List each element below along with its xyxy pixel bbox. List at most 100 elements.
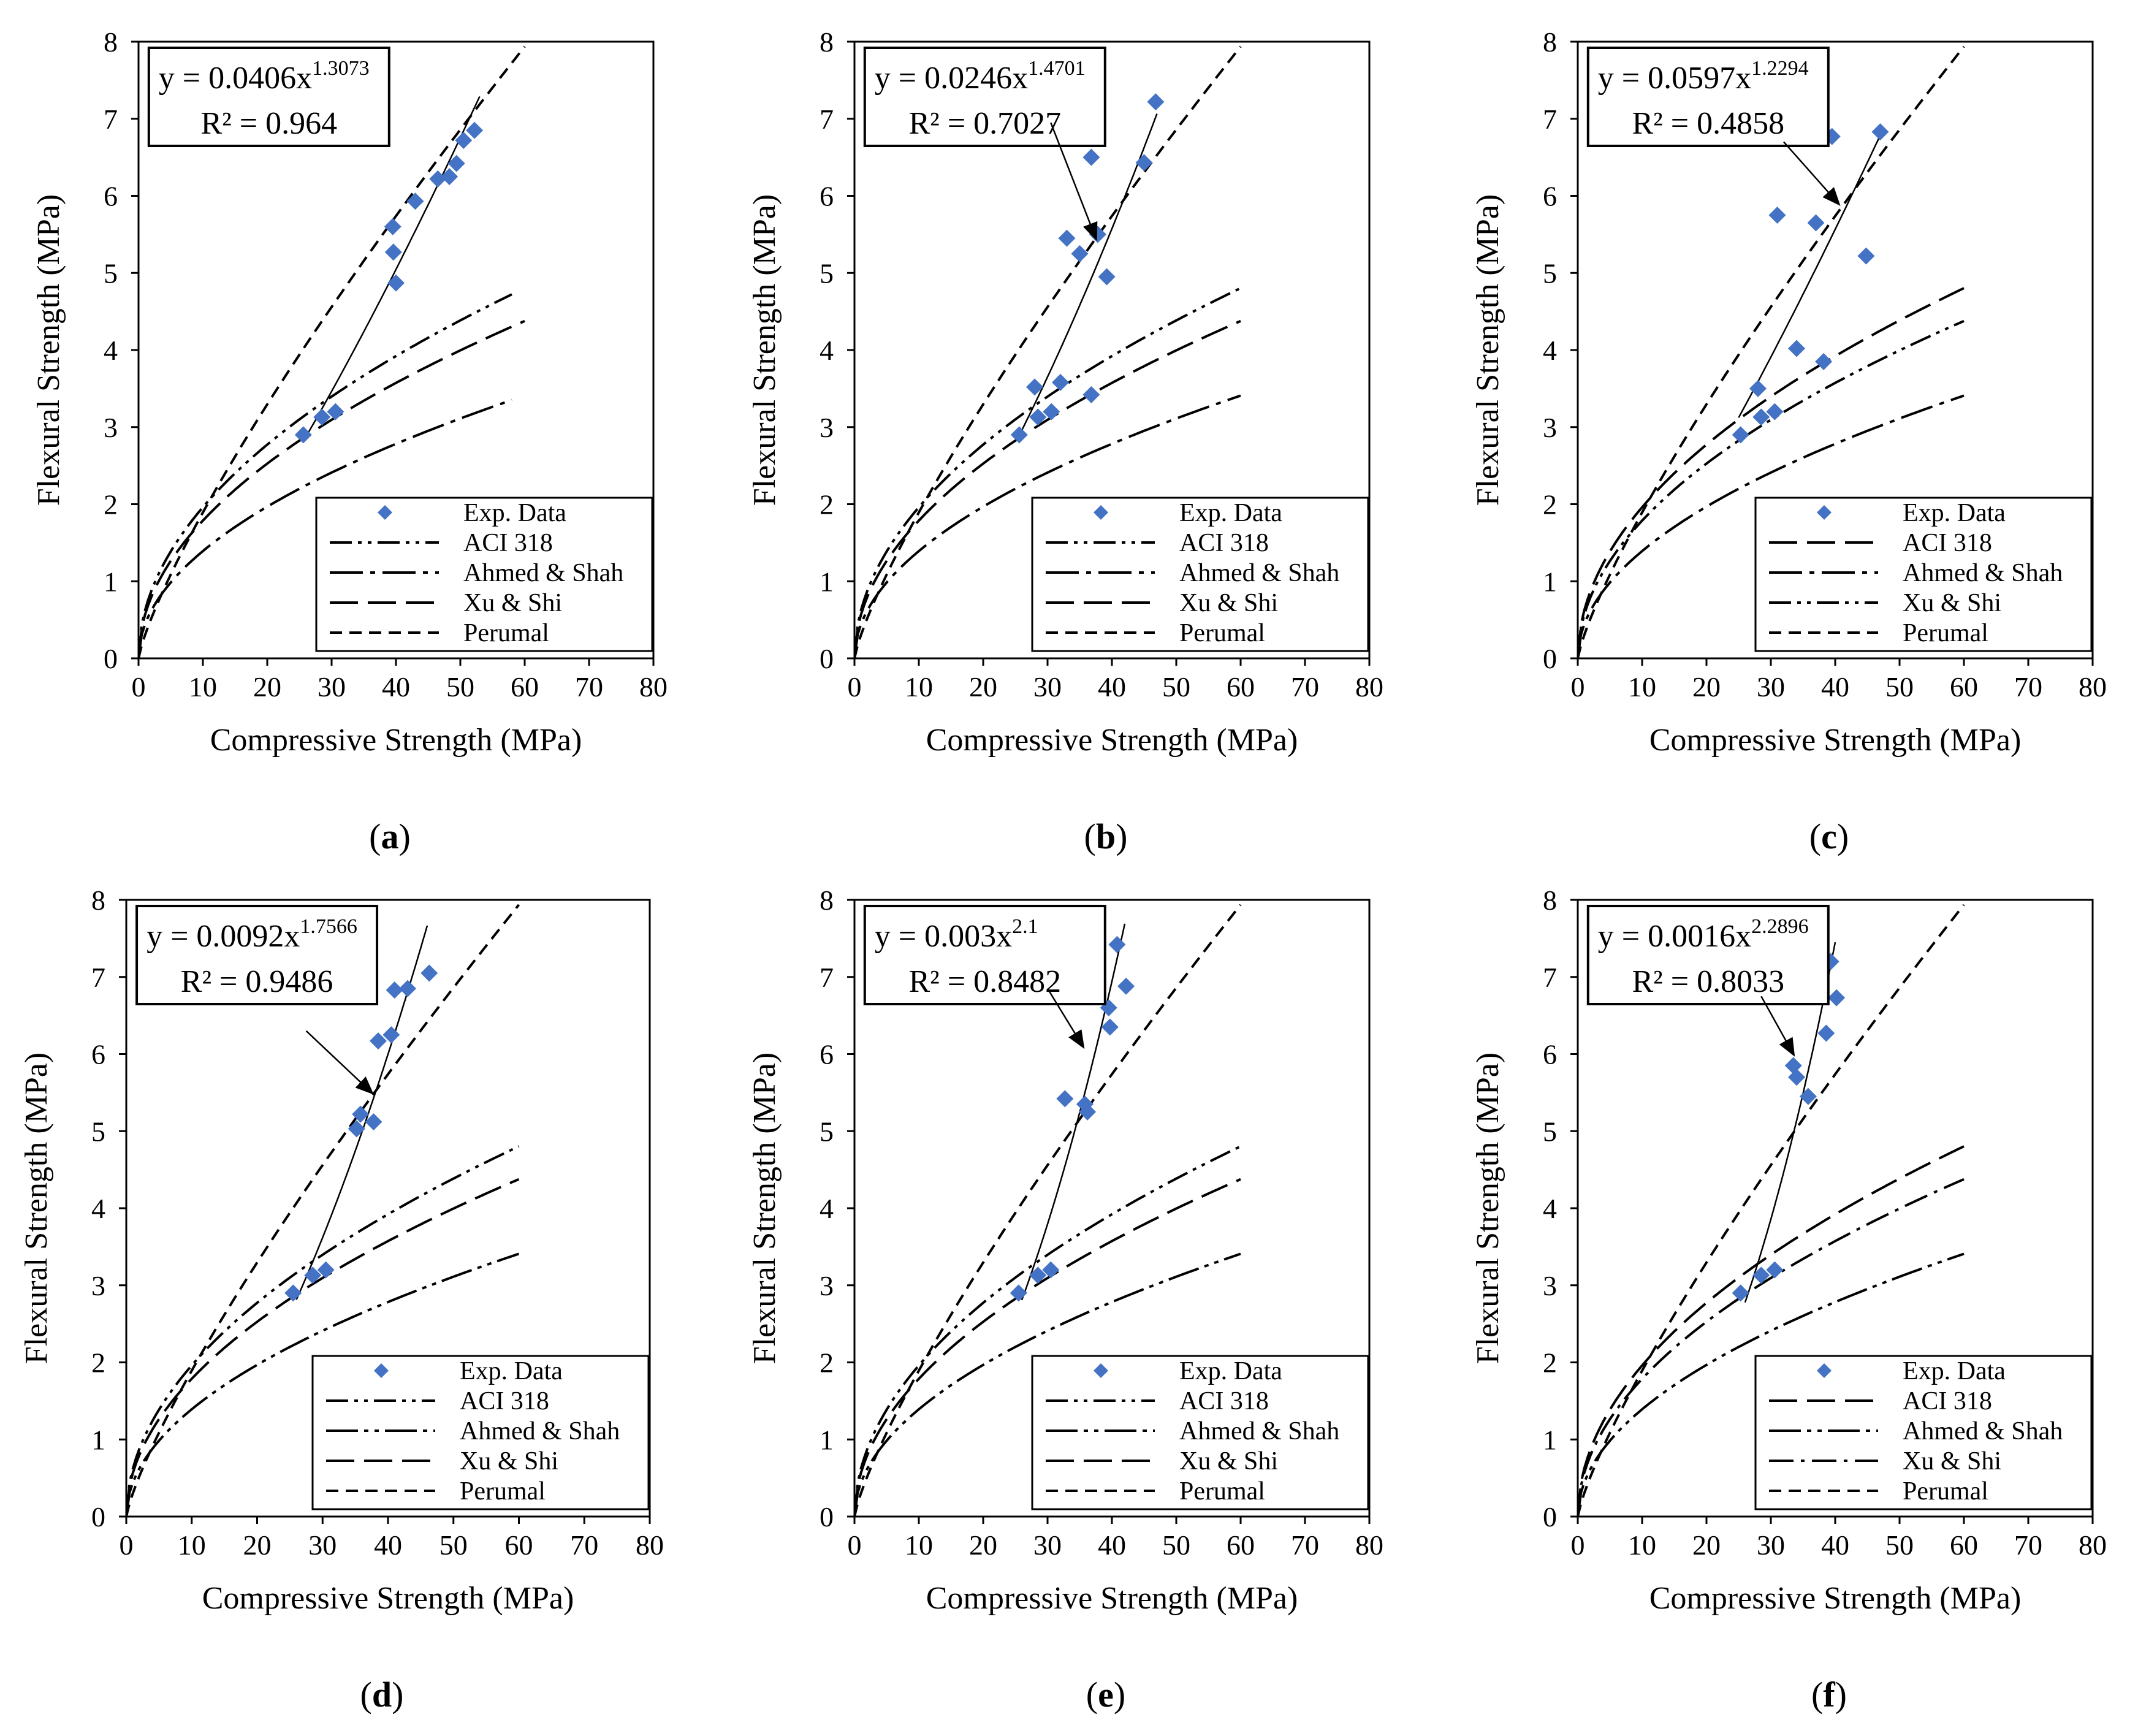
panel-e: 0 10 20 30 40 50 60 70 80 0 1 2 3 4 5 6 7 8 Compressive St… (747, 885, 1383, 1715)
x-tick-label: 40 (1821, 671, 1849, 702)
data-point (1732, 426, 1749, 444)
data-point (1817, 1024, 1835, 1042)
legend-label: Perumal (1179, 1477, 1265, 1506)
y-tick-label: 6 (1543, 181, 1557, 212)
x-axis-title: Compressive Strength (MPa) (1649, 723, 2022, 758)
legend-label: Ahmed & Shah (1903, 1417, 2063, 1445)
data-point (1766, 1261, 1784, 1279)
x-tick-label: 20 (243, 1529, 272, 1561)
legend-label: Exp. Data (1179, 1357, 1282, 1385)
y-tick-label: 0 (104, 643, 118, 674)
x-tick-label: 30 (1757, 1529, 1785, 1561)
y-tick-label: 3 (104, 412, 118, 443)
data-point (1828, 989, 1846, 1007)
panel-label: (f) (1811, 1675, 1847, 1715)
data-point (455, 131, 473, 149)
y-tick-label: 3 (820, 1270, 834, 1301)
model-curve-aci-318 (139, 293, 512, 658)
x-tick-label: 70 (1291, 1529, 1319, 1561)
legend-marker (1094, 505, 1108, 520)
power-fit-line (1021, 923, 1126, 1301)
x-tick-label: 10 (1628, 671, 1656, 702)
power-fit-line (295, 925, 428, 1300)
x-axis-title: Compressive Strength (MPa) (1649, 1581, 2022, 1616)
model-curve-ahmed-shah (139, 398, 512, 658)
y-tick-label: 1 (820, 1424, 834, 1455)
y-axis-title: Flexural Strength (MPa) (747, 194, 782, 506)
legend-label: ACI 318 (1903, 1387, 1992, 1415)
y-tick-label: 7 (1543, 962, 1557, 993)
y-tick-label: 0 (1543, 643, 1557, 674)
y-tick-label: 7 (820, 962, 834, 993)
data-point (284, 1284, 302, 1302)
data-point (1117, 977, 1135, 995)
legend-label: Perumal (460, 1477, 546, 1506)
x-tick-label: 30 (318, 671, 346, 702)
x-tick-label: 80 (1355, 671, 1383, 702)
y-tick-label: 4 (91, 1193, 105, 1224)
y-tick-label: 4 (820, 335, 834, 366)
data-point (1052, 373, 1069, 391)
y-tick-label: 8 (1543, 26, 1557, 58)
legend-label: Ahmed & Shah (463, 559, 623, 587)
y-tick-label: 1 (104, 566, 118, 597)
equation-frame (135, 905, 379, 1005)
equation-box: y = 0.0597x1.2294 R² = 0.4858 (1586, 47, 1830, 147)
legend-frame (1754, 497, 2093, 652)
r-squared: R² = 0.9486 (181, 964, 333, 999)
y-tick-label: 8 (91, 885, 105, 916)
r-squared: R² = 0.964 (200, 106, 337, 141)
x-axis-title: Compressive Strength (MPa) (210, 723, 582, 758)
model-curve-perumal (139, 45, 526, 658)
data-point (399, 980, 417, 997)
model-curve-xu-shi (854, 1178, 1241, 1517)
y-tick-label: 8 (820, 885, 834, 916)
panel-label: (c) (1809, 817, 1849, 856)
model-curve-ahmed-shah (1578, 1252, 1965, 1517)
data-point (304, 1266, 322, 1284)
x-tick-label: 30 (1033, 671, 1062, 702)
model-curve-perumal (854, 904, 1242, 1517)
y-axis-title: Flexural Strength (MPa) (19, 1053, 54, 1364)
y-tick-label: 8 (820, 26, 834, 58)
y-tick-label: 6 (91, 1039, 105, 1070)
legend-marker (1817, 505, 1832, 520)
panel-label: (a) (369, 817, 411, 856)
data-point (1042, 1261, 1060, 1279)
model-curve-perumal (126, 904, 520, 1517)
data-point (382, 1026, 400, 1044)
experimental-points (1010, 93, 1165, 444)
x-axis-title: Compressive Strength (MPa) (926, 723, 1298, 758)
panel-b: 0 10 20 30 40 50 60 70 80 0 1 2 3 4 5 6 7 8 Compressive St… (747, 26, 1383, 856)
x-tick-label: 80 (2079, 671, 2107, 702)
data-point (1010, 426, 1028, 444)
legend-frame (1754, 1355, 2093, 1510)
x-tick-label: 10 (189, 671, 217, 702)
data-point (1082, 148, 1100, 166)
model-curve-aci-318 (854, 287, 1241, 658)
y-tick-label: 0 (91, 1501, 105, 1532)
x-tick-label: 60 (505, 1529, 533, 1561)
model-curve-ahmed-shah (126, 1252, 520, 1517)
data-point (1732, 1284, 1749, 1302)
legend-label: Ahmed & Shah (460, 1417, 620, 1445)
x-tick-label: 10 (1628, 1529, 1656, 1561)
pointer-arrow (1783, 141, 1841, 206)
y-axis-title: Flexural Strength (MPa) (1470, 194, 1505, 506)
y-tick-label: 8 (1543, 885, 1557, 916)
y-tick-label: 1 (91, 1424, 105, 1455)
data-point (1026, 378, 1043, 396)
equation-frame (863, 47, 1106, 147)
y-tick-label: 1 (1543, 566, 1557, 597)
y-tick-label: 7 (91, 962, 105, 993)
fit-equation: y = 0.0406x1.3073 (159, 57, 370, 96)
panel-label: (e) (1086, 1675, 1125, 1715)
data-point (313, 408, 331, 426)
x-tick-label: 40 (382, 671, 410, 702)
legend-label: Xu & Shi (460, 1447, 558, 1475)
equation-box: y = 0.0246x1.4701 R² = 0.7027 (863, 47, 1106, 147)
data-point (429, 170, 447, 188)
data-point (365, 1113, 382, 1131)
y-tick-label: 2 (1543, 1347, 1557, 1379)
